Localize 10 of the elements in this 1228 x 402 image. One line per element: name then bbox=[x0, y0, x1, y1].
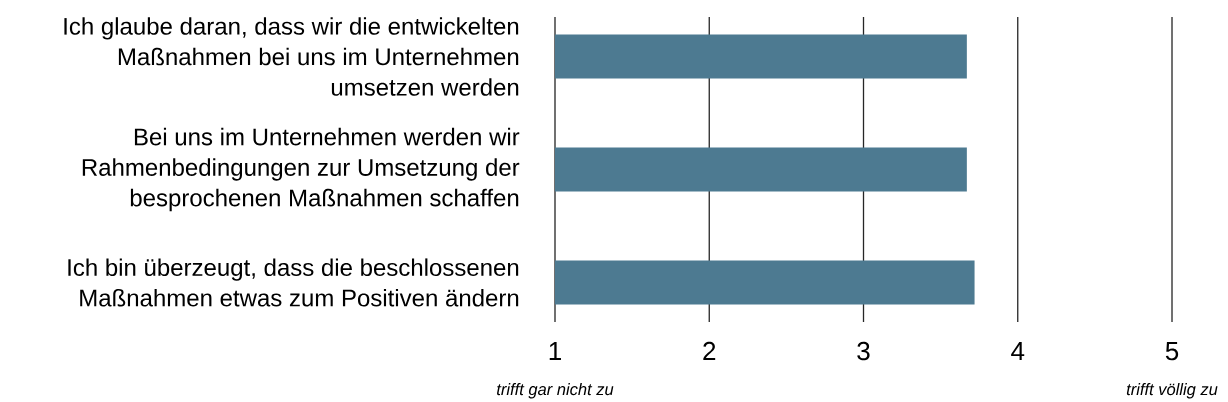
text: trifft völlig zu bbox=[1126, 383, 1218, 399]
x-tick-label: 2 bbox=[703, 341, 716, 360]
text: trifft gar nicht zu bbox=[497, 383, 614, 399]
x-tick-label: 4 bbox=[1011, 342, 1025, 360]
y-tick-label: Ich bin überzeugt, dass die beschlossenen Maßnahmen etwas zum Positiven ändern bbox=[68, 258, 519, 307]
y-tick-label: Ich glaube daran, dass wir die entwickelten Maßnahmen bei uns im Unternehmen umsetzen werden bbox=[64, 17, 519, 96]
y-tick-label: Bei uns im Unternehmen werden wir Rahmenbedingungen zur Umsetzung der besprochenen Maßnahmen schaffen bbox=[82, 127, 520, 212]
x-tick-label: 5 bbox=[1165, 342, 1179, 361]
x-tick-label: 1 bbox=[549, 342, 561, 360]
x-tick-label: 3 bbox=[857, 341, 870, 361]
